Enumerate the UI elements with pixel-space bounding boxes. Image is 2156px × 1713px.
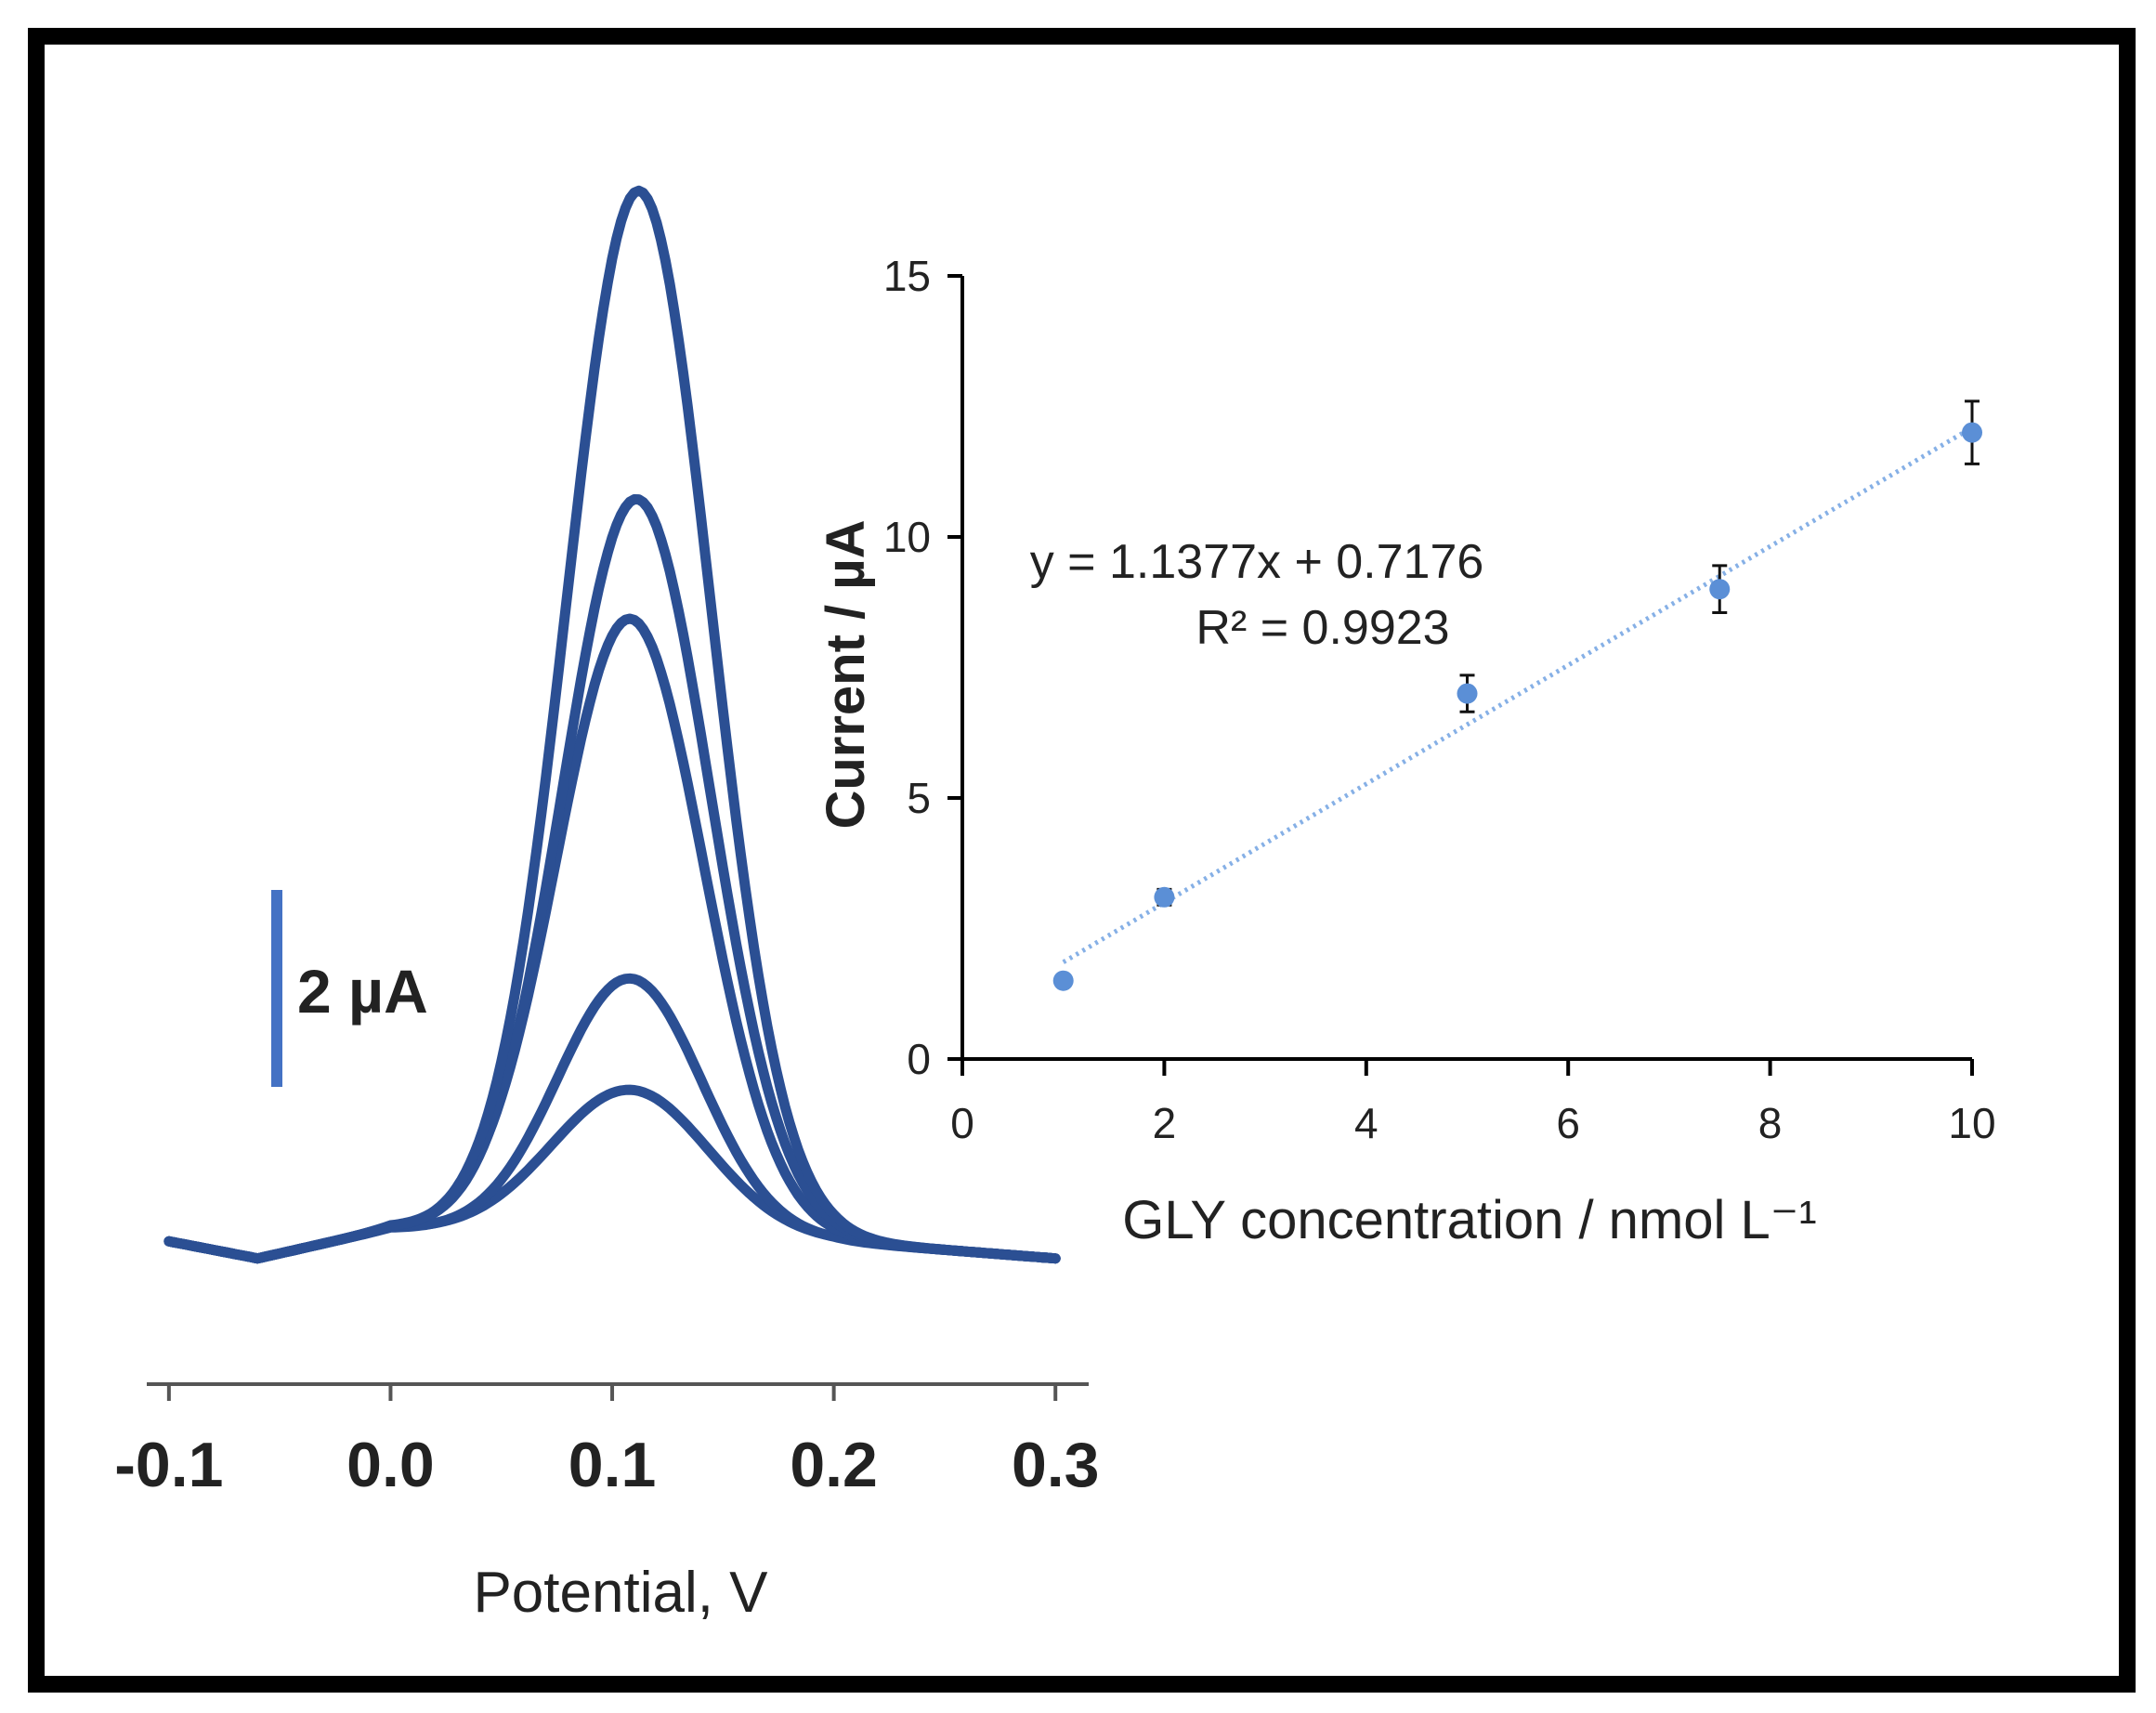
- current-tick-label: 0: [907, 1035, 931, 1083]
- voltammogram-curve-3: [163, 613, 1061, 1264]
- current-tick-label: 15: [883, 252, 931, 300]
- calibration-points: [1052, 399, 1982, 991]
- calibration-point: [1457, 673, 1478, 713]
- concentration-tick-label: 0: [950, 1099, 974, 1147]
- potential-axis-ticks: -0.1 0.0 0.1 0.2 0.3: [114, 1384, 1099, 1500]
- potential-axis-title: Potential, V: [473, 1561, 768, 1625]
- potential-tick-label: -0.1: [114, 1430, 223, 1500]
- current-axis-title: Current / µA: [816, 519, 876, 829]
- data-point: [1052, 970, 1074, 991]
- concentration-axis-ticks: 0 2 4 6 8 10: [950, 1059, 1996, 1147]
- data-point: [1962, 422, 1982, 443]
- calibration-point: [1962, 399, 1982, 465]
- concentration-axis-title: GLY concentration / nmol L⁻¹: [1122, 1190, 1816, 1250]
- potential-tick-label: 0.0: [346, 1430, 435, 1500]
- concentration-tick-label: 10: [1948, 1099, 1995, 1147]
- voltammogram-curve-1: [163, 1084, 1061, 1264]
- data-point: [1709, 579, 1731, 600]
- voltammogram-curves: [163, 185, 1061, 1264]
- concentration-tick-label: 4: [1354, 1099, 1379, 1147]
- regression-equation: y = 1.1377x + 0.7176: [1030, 535, 1484, 589]
- voltammogram-panel: -0.1 0.0 0.1 0.2 0.3 2 µA Potential, V: [114, 185, 1099, 1625]
- concentration-tick-label: 8: [1758, 1099, 1783, 1147]
- figure-frame: [28, 28, 2136, 1693]
- concentration-tick-label: 6: [1556, 1099, 1580, 1147]
- potential-tick-label: 0.3: [1012, 1430, 1100, 1500]
- current-tick-label: 5: [907, 774, 931, 822]
- potential-tick-label: 0.1: [568, 1430, 657, 1500]
- current-tick-label: 10: [883, 513, 931, 561]
- calibration-point: [1154, 886, 1175, 908]
- calibration-point: [1709, 564, 1731, 614]
- scale-bar-label: 2 µA: [297, 957, 428, 1026]
- voltammogram-curve-4: [163, 494, 1061, 1264]
- data-point: [1457, 683, 1478, 704]
- potential-tick-label: 0.2: [790, 1430, 878, 1500]
- current-axis-ticks: 0 5 10 15: [883, 252, 962, 1083]
- data-point: [1154, 886, 1175, 908]
- voltammogram-curve-5: [163, 185, 1061, 1264]
- calibration-point: [1052, 970, 1074, 991]
- regression-line: [1062, 425, 1974, 964]
- r-squared-label: R² = 0.9923: [1196, 601, 1449, 655]
- concentration-tick-label: 2: [1153, 1099, 1177, 1147]
- calibration-panel: 0 2 4 6 8 10 0 5 10 15 y = 1.1377x + 0.7176 R² =…: [816, 252, 1996, 1250]
